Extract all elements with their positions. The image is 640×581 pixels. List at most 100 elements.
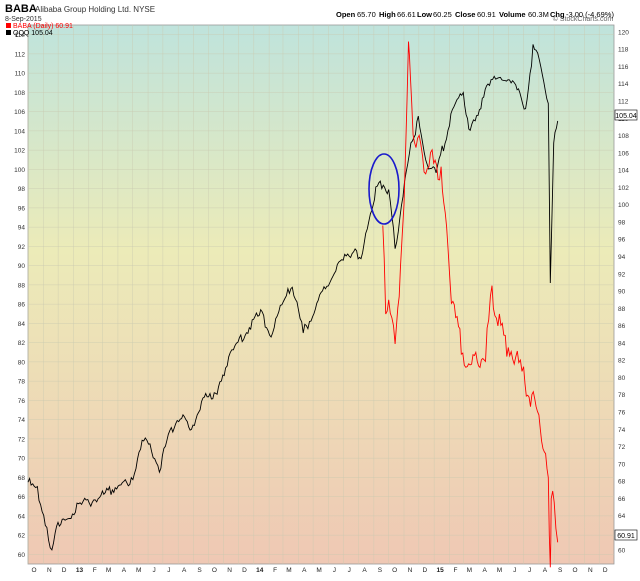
right-tick-label: 102 — [618, 185, 629, 192]
right-tick-label: 84 — [618, 340, 626, 347]
left-tick-label: 106 — [14, 109, 25, 116]
right-tick-label: 112 — [618, 99, 629, 106]
left-tick-label: 108 — [14, 90, 25, 97]
series-line-baba — [382, 41, 559, 568]
low-label: Low — [417, 10, 432, 19]
left-tick-label: 100 — [14, 167, 25, 174]
x-tick-label: J — [152, 567, 155, 574]
open-value: 65.70 — [357, 10, 376, 19]
x-tick-label: F — [453, 567, 457, 574]
x-axis: O N D 13 F M A M J J A S O N D 14 F M A M J J A S O N D 15 F M A M J J A S O… — [31, 567, 607, 574]
x-tick-label: M — [136, 567, 141, 574]
x-tick-label: S — [197, 567, 202, 574]
volume-label: Volume — [499, 10, 526, 19]
x-tick-label: M — [467, 567, 472, 574]
x-tick-label: A — [122, 567, 127, 574]
x-tick-label: M — [316, 567, 321, 574]
x-tick-label: N — [227, 567, 232, 574]
open-label: Open — [336, 10, 356, 19]
right-tick-label: 116 — [618, 64, 629, 71]
left-tick-label: 76 — [18, 398, 26, 405]
right-tick-label: 72 — [618, 444, 626, 451]
last-value-left: 60.91 — [617, 533, 635, 540]
legend-swatch-qqq — [6, 30, 11, 35]
x-tick-label: O — [31, 567, 36, 574]
x-tick-label: S — [378, 567, 383, 574]
x-tick-label: J — [167, 567, 170, 574]
right-tick-label: 120 — [618, 29, 629, 36]
x-tick-label: N — [588, 567, 593, 574]
x-tick-label: J — [528, 567, 531, 574]
left-tick-label: 80 — [18, 359, 26, 366]
x-tick-label: O — [573, 567, 578, 574]
low-value: 60.25 — [433, 10, 452, 19]
high-value: 66.61 — [397, 10, 416, 19]
left-tick-label: 88 — [18, 282, 26, 289]
watermark: © StockCharts.com — [553, 15, 614, 23]
right-tick-label: 98 — [618, 219, 626, 226]
annotation-ellipse — [368, 153, 400, 225]
right-tick-label: 106 — [618, 150, 629, 157]
high-label: High — [379, 10, 396, 19]
right-tick-label: 114 — [618, 81, 629, 88]
right-tick-label: 94 — [618, 254, 626, 261]
left-tick-label: 60 — [18, 552, 26, 559]
right-tick-label: 108 — [618, 133, 629, 140]
left-tick-label: 90 — [18, 263, 26, 270]
left-tick-label: 64 — [18, 513, 26, 520]
left-tick-label: 78 — [18, 379, 26, 386]
left-tick-label: 66 — [18, 494, 26, 501]
x-tick-label: A — [543, 567, 548, 574]
right-tick-label: 100 — [618, 202, 629, 209]
x-tick-label: 15 — [437, 567, 445, 574]
x-tick-label: D — [603, 567, 608, 574]
legend-label-qqq: QQQ 105.04 — [13, 30, 53, 37]
left-axis: 60 62 64 66 68 70 72 74 76 78 80 82 84 86 88 90 92 94 96 98… — [14, 32, 25, 559]
close-label: Close — [455, 10, 475, 19]
right-tick-label: 66 — [618, 496, 626, 503]
right-tick-label: 118 — [618, 47, 629, 54]
left-tick-label: 92 — [18, 244, 26, 251]
right-tick-label: 70 — [618, 461, 626, 468]
left-tick-label: 96 — [18, 205, 26, 212]
right-tick-label: 64 — [618, 513, 626, 520]
x-tick-label: M — [286, 567, 291, 574]
x-tick-label: N — [47, 567, 52, 574]
right-tick-label: 86 — [618, 323, 626, 330]
right-tick-label: 96 — [618, 237, 626, 244]
chg-label: Chg — [550, 10, 565, 19]
left-tick-label: 84 — [18, 321, 26, 328]
x-tick-label: J — [333, 567, 336, 574]
left-tick-label: 110 — [15, 71, 26, 78]
right-axis: 6062646668707274767880828486889092949698… — [618, 29, 629, 554]
x-tick-label: D — [242, 567, 247, 574]
x-tick-label: A — [302, 567, 307, 574]
ticker: BABA — [5, 3, 37, 15]
right-tick-label: 90 — [618, 289, 626, 296]
left-tick-label: 62 — [18, 533, 26, 540]
right-tick-label: 74 — [618, 427, 626, 434]
series-layer — [27, 41, 559, 568]
x-tick-label: M — [106, 567, 111, 574]
x-tick-label: A — [482, 567, 487, 574]
plot-background — [27, 24, 615, 565]
right-tick-label: 80 — [618, 375, 626, 382]
x-tick-label: F — [93, 567, 97, 574]
right-tick-label: 92 — [618, 271, 626, 278]
x-tick-label: 13 — [76, 567, 84, 574]
right-tick-label: 76 — [618, 409, 626, 416]
right-tick-label: 68 — [618, 479, 626, 486]
left-tick-label: 98 — [18, 186, 26, 193]
x-tick-label: J — [348, 567, 351, 574]
left-tick-label: 70 — [18, 456, 26, 463]
x-tick-label: D — [62, 567, 67, 574]
series-line-qqq — [27, 44, 559, 551]
left-tick-label: 114 — [15, 32, 26, 39]
x-tick-label: 14 — [256, 567, 264, 574]
right-tick-label: 60 — [618, 548, 626, 555]
right-tick-label: 88 — [618, 306, 626, 313]
x-tick-label: A — [362, 567, 367, 574]
right-tick-label: 82 — [618, 358, 626, 365]
